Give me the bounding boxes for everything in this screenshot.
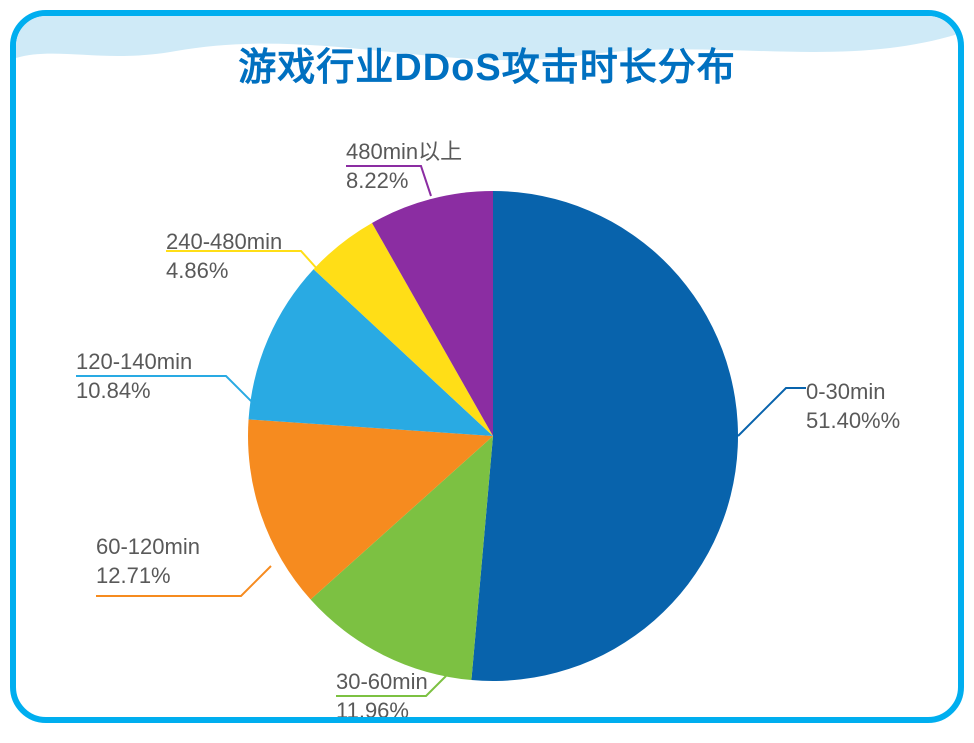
slice-label-name: 240-480min: [166, 229, 282, 254]
pie-chart: 0-30min51.40%%30-60min11.96%60-120min12.…: [16, 106, 958, 716]
slice-label-name: 30-60min: [336, 669, 428, 694]
slice-label: 120-140min 10.84%: [76, 348, 192, 405]
leader-line: [738, 388, 806, 436]
slice-label-name: 480min以上: [346, 139, 462, 164]
slice-label: 240-480min 4.86%: [166, 228, 282, 285]
slice-label-value: 4.86%: [166, 257, 282, 286]
slice-label-name: 60-120min: [96, 534, 200, 559]
slice-label: 0-30min 51.40%%: [806, 378, 900, 435]
chart-title: 游戏行业DDoS攻击时长分布: [16, 36, 958, 91]
slice-label-value: 8.22%: [346, 167, 462, 196]
slice-label: 30-60min 11.96%: [336, 668, 428, 723]
slice-label-value: 10.84%: [76, 377, 192, 406]
slice-label-name: 0-30min: [806, 379, 885, 404]
slice-label-name: 120-140min: [76, 349, 192, 374]
chart-frame: 游戏行业DDoS攻击时长分布 0-30min 51.40%% 30-60min 11.…: [10, 10, 964, 723]
pie-slice: [471, 191, 738, 681]
slice-label-value: 12.71%: [96, 562, 200, 591]
slice-label-value: 11.96%: [336, 697, 428, 723]
slice-label-value: 51.40%%: [806, 407, 900, 436]
slice-label: 60-120min 12.71%: [96, 533, 200, 590]
slice-label: 480min以上 8.22%: [346, 138, 462, 195]
